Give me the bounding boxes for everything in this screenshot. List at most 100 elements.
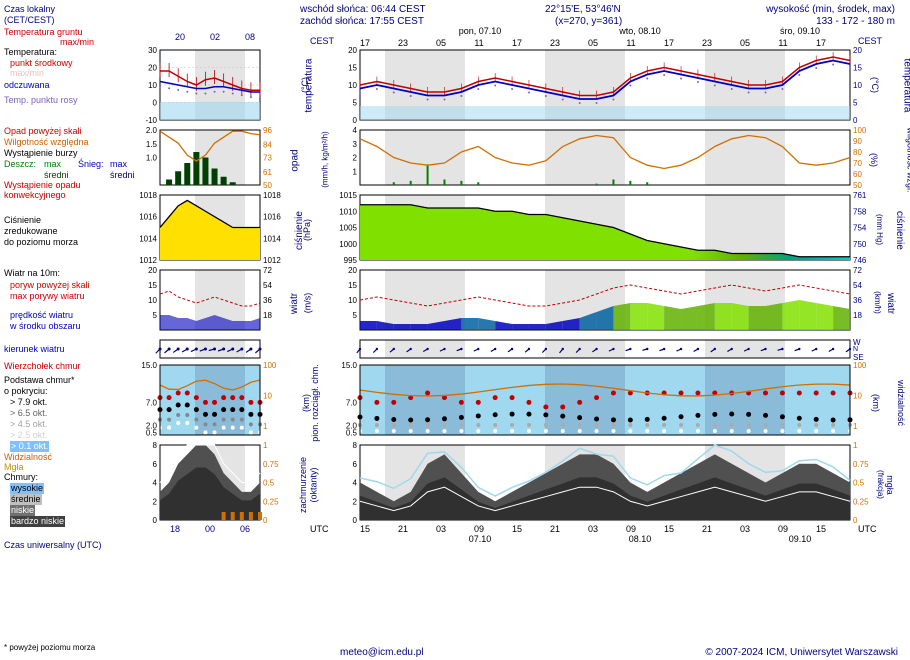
svg-text:10: 10 (348, 81, 357, 90)
temp-maxmin: max/min (10, 68, 44, 79)
svg-text:21: 21 (550, 524, 560, 534)
svg-text:54: 54 (853, 281, 862, 290)
svg-text:15.0: 15.0 (141, 361, 157, 370)
svg-text:0.75: 0.75 (853, 460, 869, 469)
svg-text:10: 10 (853, 391, 862, 400)
svg-text:10: 10 (148, 81, 157, 90)
svg-text:84: 84 (263, 140, 272, 149)
ylabel-wiatr-unit: (m/s) (302, 293, 312, 314)
svg-text:23: 23 (550, 38, 560, 48)
svg-text:03: 03 (740, 524, 750, 534)
svg-text:03: 03 (588, 524, 598, 534)
svg-text:60: 60 (853, 170, 862, 179)
svg-text:09.10: 09.10 (789, 534, 812, 544)
svg-text:72: 72 (853, 266, 862, 275)
svg-text:761: 761 (853, 191, 867, 200)
svg-text:5: 5 (353, 311, 358, 320)
snieg: Śnieg: (78, 159, 104, 170)
czas-lokalny: Czas lokalny (4, 4, 55, 15)
svg-text:1018: 1018 (263, 191, 281, 200)
bniskie: bardzo niskie (10, 516, 65, 527)
svg-text:7.0: 7.0 (346, 398, 358, 407)
ylabel-r-mgla-u: (frakcja) (876, 470, 885, 499)
svg-text:1.5: 1.5 (146, 140, 158, 149)
svg-text:N: N (853, 346, 858, 353)
svg-text:10: 10 (148, 296, 157, 305)
footnote: * powyżej poziomu morza (4, 643, 95, 652)
wilgotnosc: Wilgotność względna (4, 137, 89, 148)
svg-text:03: 03 (436, 524, 446, 534)
svg-text:05: 05 (588, 38, 598, 48)
svg-text:1012: 1012 (263, 256, 281, 265)
ylabel-wiatr: wiatr (289, 293, 300, 314)
burza: Wystąpienie burzy (4, 148, 77, 159)
svg-text:17: 17 (664, 38, 674, 48)
svg-text:0: 0 (153, 99, 158, 108)
cisnienie-lbl2: zredukowane (4, 226, 58, 237)
svg-text:61: 61 (263, 168, 272, 177)
svg-text:06: 06 (240, 524, 250, 534)
svg-text:1: 1 (853, 441, 858, 450)
kierunek: kierunek wiatru (4, 344, 65, 355)
svg-text:0.5: 0.5 (263, 479, 275, 488)
ylabel-r-wilg-u: (%) (869, 153, 879, 167)
cisnienie-lbl: Ciśnienie (4, 215, 41, 226)
svg-text:17: 17 (512, 38, 522, 48)
okt45: > 4.5 okt. (10, 419, 47, 430)
svg-text:4: 4 (153, 479, 158, 488)
okt65: > 6.5 okt. (10, 408, 47, 419)
svg-text:20: 20 (148, 64, 157, 73)
svg-text:1016: 1016 (140, 213, 158, 222)
ylabel-r-widz-u: (km) (871, 394, 881, 412)
chmury-lbl: Chmury: (4, 472, 38, 483)
svg-text:08.10: 08.10 (629, 534, 652, 544)
footer-email[interactable]: meteo@icm.edu.pl (340, 647, 424, 658)
svg-text:11: 11 (474, 38, 483, 48)
svg-text:17: 17 (816, 38, 826, 48)
svg-text:995: 995 (344, 256, 358, 265)
utc-left: UTC (310, 524, 329, 534)
okt25: > 2.5 okt. (10, 430, 47, 441)
czas-utc: Czas uniwersalny (UTC) (4, 540, 102, 551)
svg-text:72: 72 (263, 266, 272, 275)
svg-text:758: 758 (853, 207, 867, 216)
svg-text:07.10: 07.10 (469, 534, 492, 544)
svg-text:8: 8 (353, 441, 358, 450)
svg-text:70: 70 (853, 159, 862, 168)
svg-text:2.0: 2.0 (146, 422, 158, 431)
svg-text:2: 2 (353, 154, 358, 163)
svg-text:23: 23 (702, 38, 712, 48)
svg-text:100: 100 (853, 126, 867, 135)
svg-text:2.0: 2.0 (146, 126, 158, 135)
svg-text:1016: 1016 (263, 213, 281, 222)
right-charts: 17230511172305111723051117pon, 07.10wto,… (300, 0, 900, 660)
svg-text:23: 23 (398, 38, 408, 48)
svg-text:3: 3 (353, 140, 358, 149)
svg-text:73: 73 (263, 154, 272, 163)
svg-text:15: 15 (348, 64, 357, 73)
deszcz-max: max (44, 159, 61, 170)
svg-text:05: 05 (436, 38, 446, 48)
ylabel-r-mgla: mgła (885, 475, 895, 495)
ylabel-r-cisn: ciśnienie (894, 211, 905, 250)
wiatr10m: Wiatr na 10m: (4, 268, 60, 279)
svg-text:746: 746 (853, 256, 867, 265)
svg-text:10: 10 (348, 296, 357, 305)
ylabel-r-widz: widzialność (896, 380, 906, 426)
svg-text:750: 750 (853, 240, 867, 249)
svg-text:1012: 1012 (140, 256, 158, 265)
cet-cest: (CET/CEST) (4, 15, 55, 26)
svg-text:1: 1 (263, 422, 268, 431)
svg-text:18: 18 (853, 311, 862, 320)
svg-text:15: 15 (360, 524, 370, 534)
svg-text:0.25: 0.25 (853, 497, 869, 506)
svg-text:1: 1 (353, 167, 358, 176)
svg-text:18: 18 (263, 311, 272, 320)
utc-right: UTC (858, 524, 877, 534)
svg-text:1014: 1014 (140, 234, 158, 243)
svg-text:0: 0 (353, 116, 358, 125)
svg-text:36: 36 (853, 296, 862, 305)
niskie: niskie (10, 505, 35, 516)
svg-text:8: 8 (153, 441, 158, 450)
cisnienie-lbl3: do poziomu morza (4, 237, 78, 248)
